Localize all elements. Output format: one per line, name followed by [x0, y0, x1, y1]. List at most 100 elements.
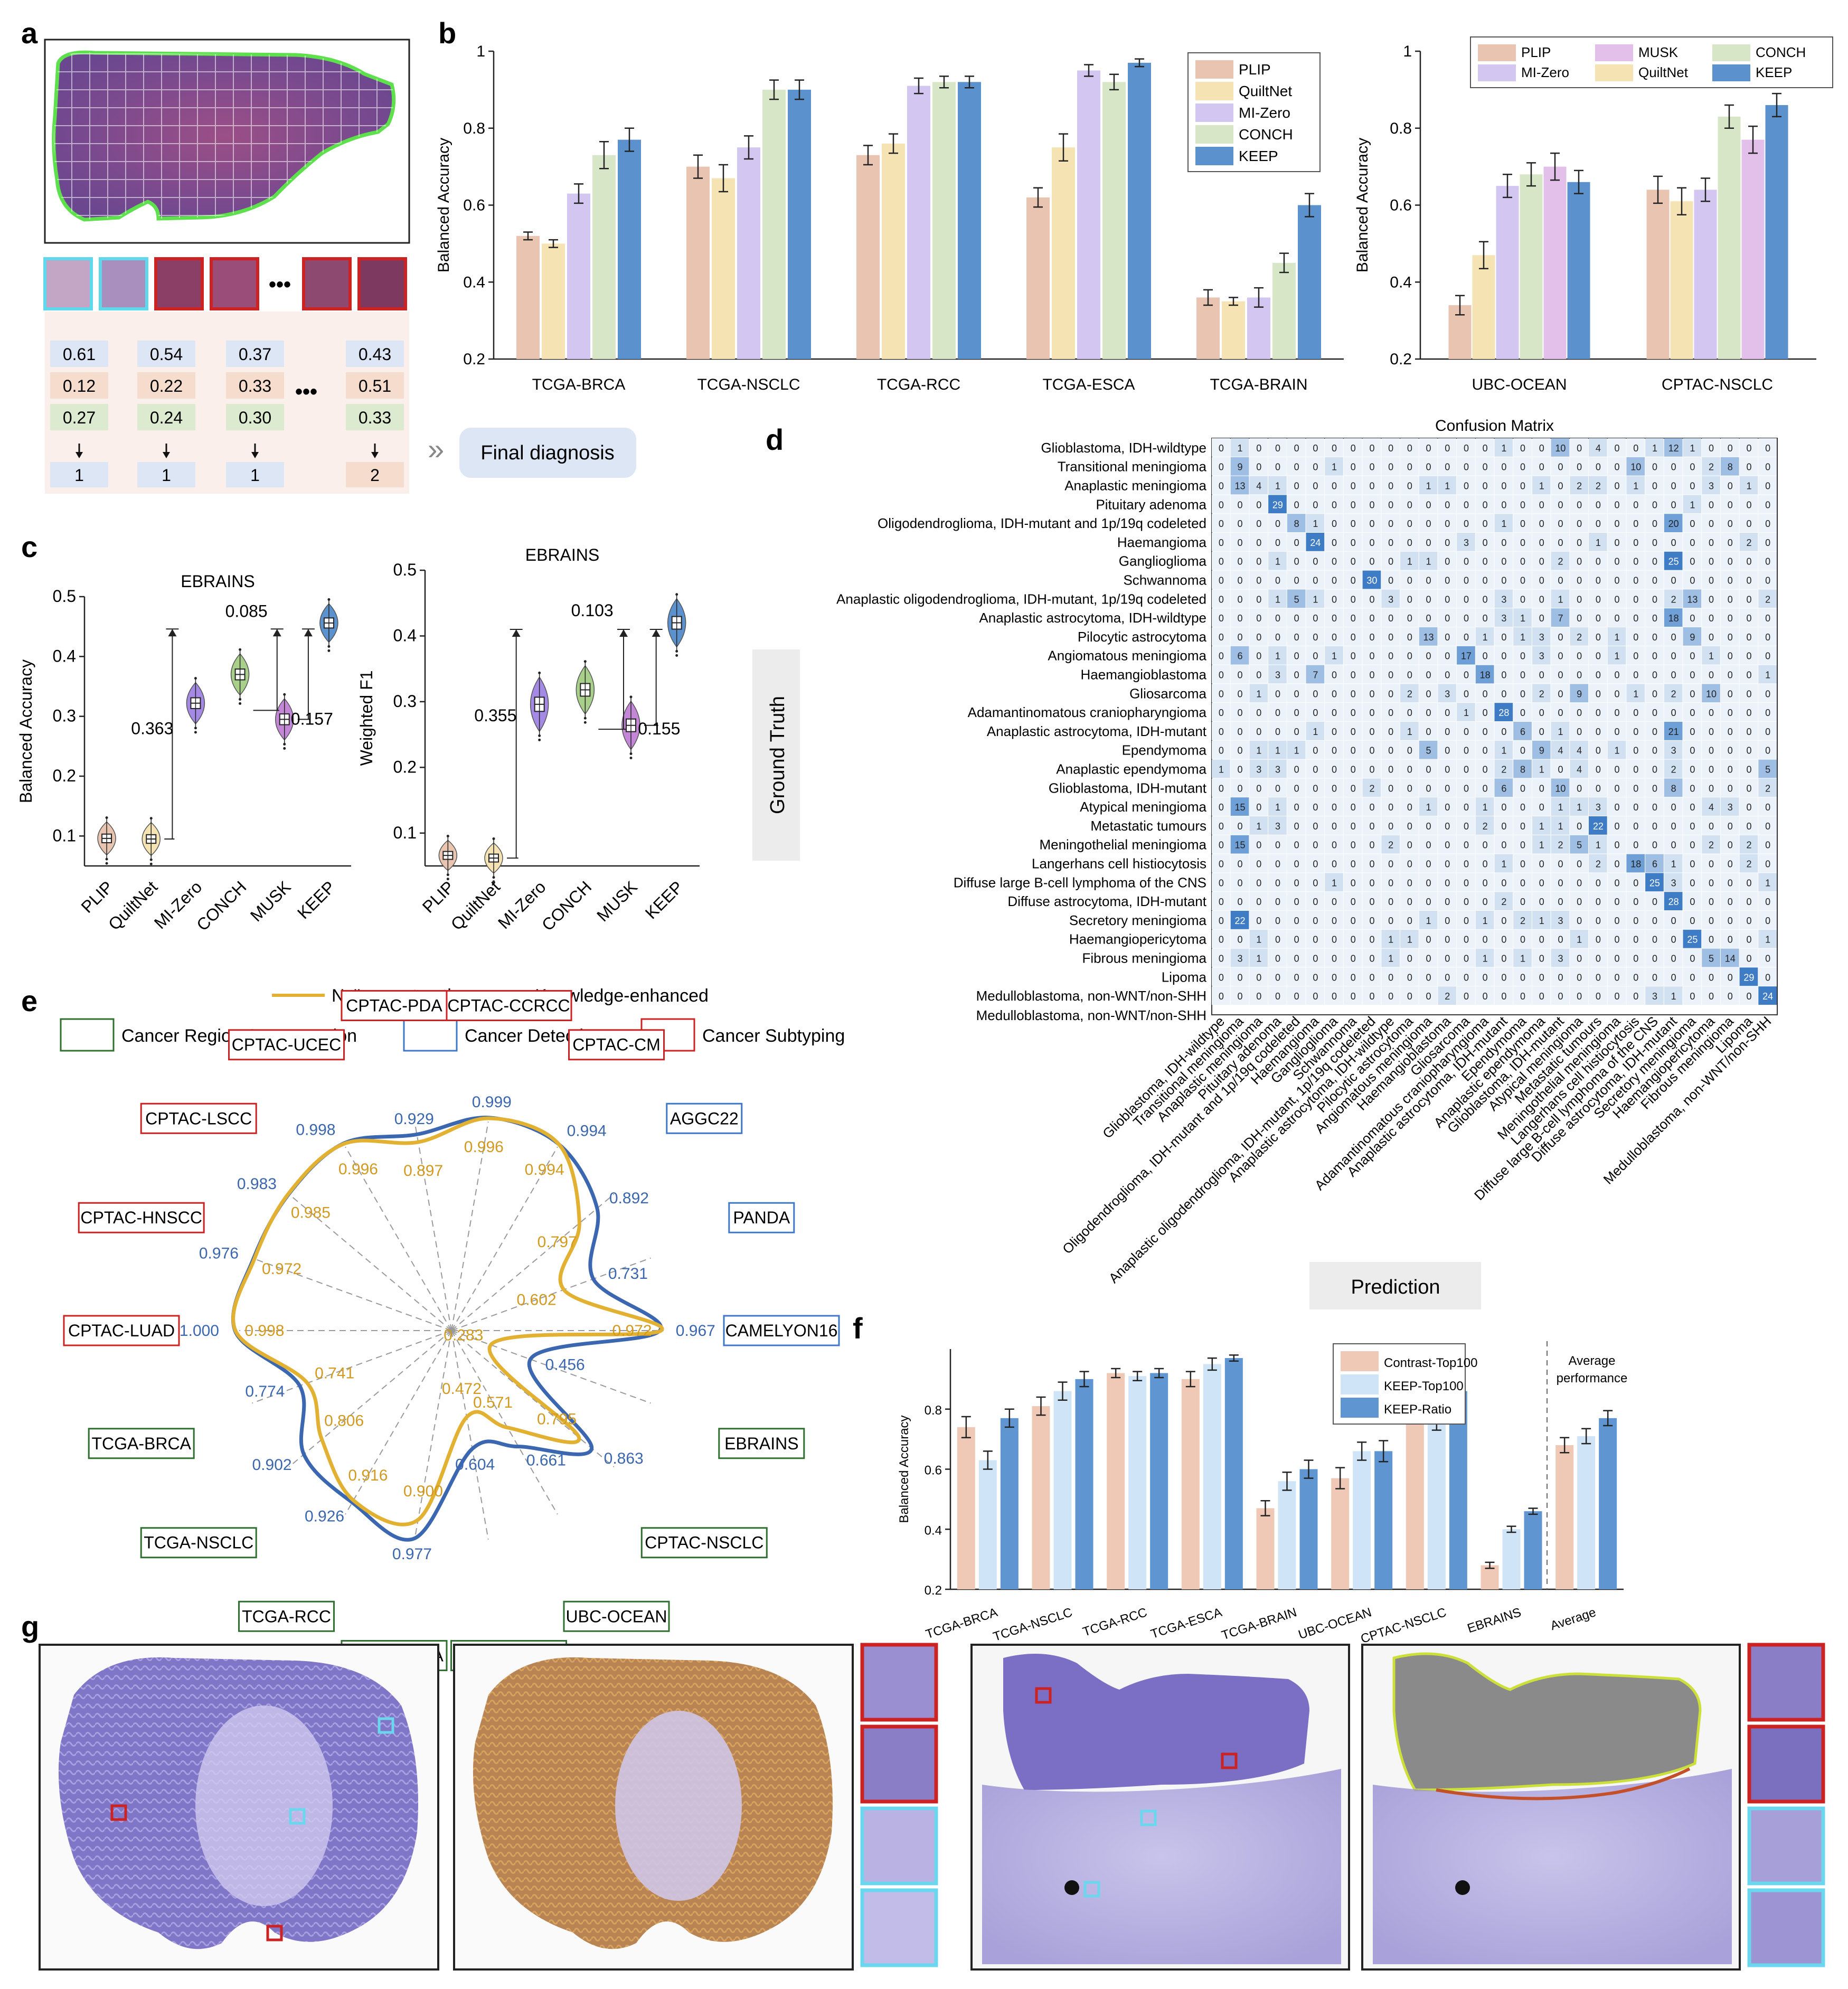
outlier-point: [327, 645, 331, 648]
legend-label: KEEP-Top100: [1384, 1379, 1464, 1393]
heatmap-value: 0: [1520, 670, 1525, 681]
heatmap-cell: [1683, 495, 1702, 514]
heatmap-cell: [1381, 911, 1400, 929]
heatmap-cell: [1494, 646, 1513, 665]
heatmap-value: 0: [1407, 632, 1412, 643]
heatmap-value: 0: [1256, 991, 1261, 1002]
heatmap-cell: [1513, 684, 1532, 703]
heatmap-value: 0: [1238, 632, 1243, 643]
heatmap-cell: [1230, 551, 1249, 570]
heatmap-value: 0: [1219, 689, 1224, 699]
heatmap-value: 0: [1238, 670, 1243, 681]
heatmap-cell: [1362, 684, 1381, 703]
heatmap-cell: [1589, 703, 1607, 721]
bar-KEEP-Top100: [978, 1460, 997, 1589]
heatmap-cell: [1702, 967, 1720, 986]
heatmap-value: 0: [1709, 821, 1714, 832]
legend-label: KEEP: [1756, 64, 1792, 80]
heatmap-cell: [1645, 514, 1664, 532]
heatmap-cell: [1212, 929, 1230, 948]
heatmap-value: 1: [1690, 443, 1695, 454]
heatmap-value: 0: [1445, 916, 1450, 926]
heatmap-value: 18: [1668, 613, 1679, 624]
heatmap-cell: [1720, 929, 1739, 948]
heatmap-cell: [1494, 703, 1513, 721]
heatmap-value: 7: [1558, 613, 1563, 624]
heatmap-value: 0: [1426, 538, 1431, 548]
heatmap-value: 0: [1633, 783, 1638, 794]
heatmap-value: 0: [1332, 689, 1337, 699]
heatmap-cell: [1343, 703, 1362, 721]
heatmap-cell: [1702, 816, 1720, 835]
heatmap-cell: [1268, 986, 1287, 1005]
heatmap-cell: [1400, 722, 1419, 740]
heatmap-cell: [1475, 514, 1494, 532]
heatmap-cell: [1645, 476, 1664, 495]
heatmap-value: 0: [1652, 538, 1657, 548]
heatmap-value: 1: [1294, 746, 1299, 756]
heatmap-cell: [1720, 457, 1739, 476]
heatmap-cell: [1287, 533, 1306, 551]
heatmap-value: 0: [1633, 519, 1638, 529]
heatmap-value: 0: [1539, 954, 1544, 964]
heatmap-cell: [1739, 835, 1758, 854]
heatmap-cell: [1438, 533, 1457, 551]
x-tick-label: TCGA-ESCA: [1042, 376, 1135, 393]
heatmap-cell: [1664, 911, 1683, 929]
heatmap-cell: [1664, 476, 1683, 495]
heatmap-value: 0: [1690, 821, 1695, 832]
radar-value-knowledge: 0.967: [676, 1322, 715, 1340]
bar-PLIP: [1196, 297, 1220, 359]
heatmap-value: 0: [1294, 557, 1299, 567]
heatmap-value: 0: [1483, 443, 1488, 454]
heatmap-cell: [1381, 684, 1400, 703]
heatmap-cell: [1513, 476, 1532, 495]
heatmap-cell: [1532, 911, 1551, 929]
heatmap-cell: [1212, 703, 1230, 721]
heatmap-cell: [1381, 722, 1400, 740]
heatmap-cell: [1400, 703, 1419, 721]
heatmap-value: 0: [1709, 519, 1714, 529]
heatmap-value: 0: [1313, 746, 1318, 756]
heatmap-value: 0: [1294, 443, 1299, 454]
heatmap-value: 0: [1388, 859, 1393, 870]
panel-label-e: e: [21, 984, 37, 1017]
heatmap-cell: [1513, 570, 1532, 589]
heatmap-value: 0: [1369, 859, 1374, 870]
heatmap-cell: [1589, 722, 1607, 740]
outlier-point: [629, 756, 633, 759]
heatmap-cell: [1702, 646, 1720, 665]
radar-axis-box: [228, 1029, 345, 1061]
radar-value-knowledge: 0.731: [608, 1265, 648, 1283]
bar-MI-Zero: [737, 147, 760, 359]
heatmap-cell: [1702, 778, 1720, 797]
radar-spoke: [451, 1193, 615, 1331]
heatmap-value: 0: [1765, 632, 1770, 643]
heatmap-cell: [1306, 967, 1325, 986]
heatmap-value: 2: [1501, 897, 1506, 907]
arrow-head: [251, 452, 259, 458]
heatmap-cell: [1532, 646, 1551, 665]
outlier-point: [149, 862, 153, 865]
radar-value-naive: 0.806: [324, 1412, 364, 1430]
heatmap-value: 0: [1464, 897, 1469, 907]
outlier-point: [239, 702, 242, 705]
heatmap-cell: [1664, 740, 1683, 759]
heatmap-value: 0: [1219, 613, 1224, 624]
legend-label: KEEP: [1239, 148, 1278, 164]
heatmap-value: 0: [1671, 972, 1676, 983]
heatmap-value: 0: [1652, 840, 1657, 851]
heatmap-value: 0: [1652, 746, 1657, 756]
roi-red: [266, 1925, 283, 1941]
heatmap-value: 0: [1445, 670, 1450, 681]
heatmap-cell: [1306, 740, 1325, 759]
x-tick-label: CPTAC-NSCLC: [1662, 376, 1773, 393]
radar-value-knowledge: 0.926: [305, 1507, 344, 1525]
heatmap-value: 1: [1652, 443, 1657, 454]
heatmap-cell: [1532, 684, 1551, 703]
heatmap-value: 0: [1388, 481, 1393, 492]
heatmap-value: 0: [1388, 613, 1393, 624]
heatmap-value: 0: [1690, 708, 1695, 718]
heatmap-cell: [1381, 646, 1400, 665]
heatmap-cell: [1268, 476, 1287, 495]
